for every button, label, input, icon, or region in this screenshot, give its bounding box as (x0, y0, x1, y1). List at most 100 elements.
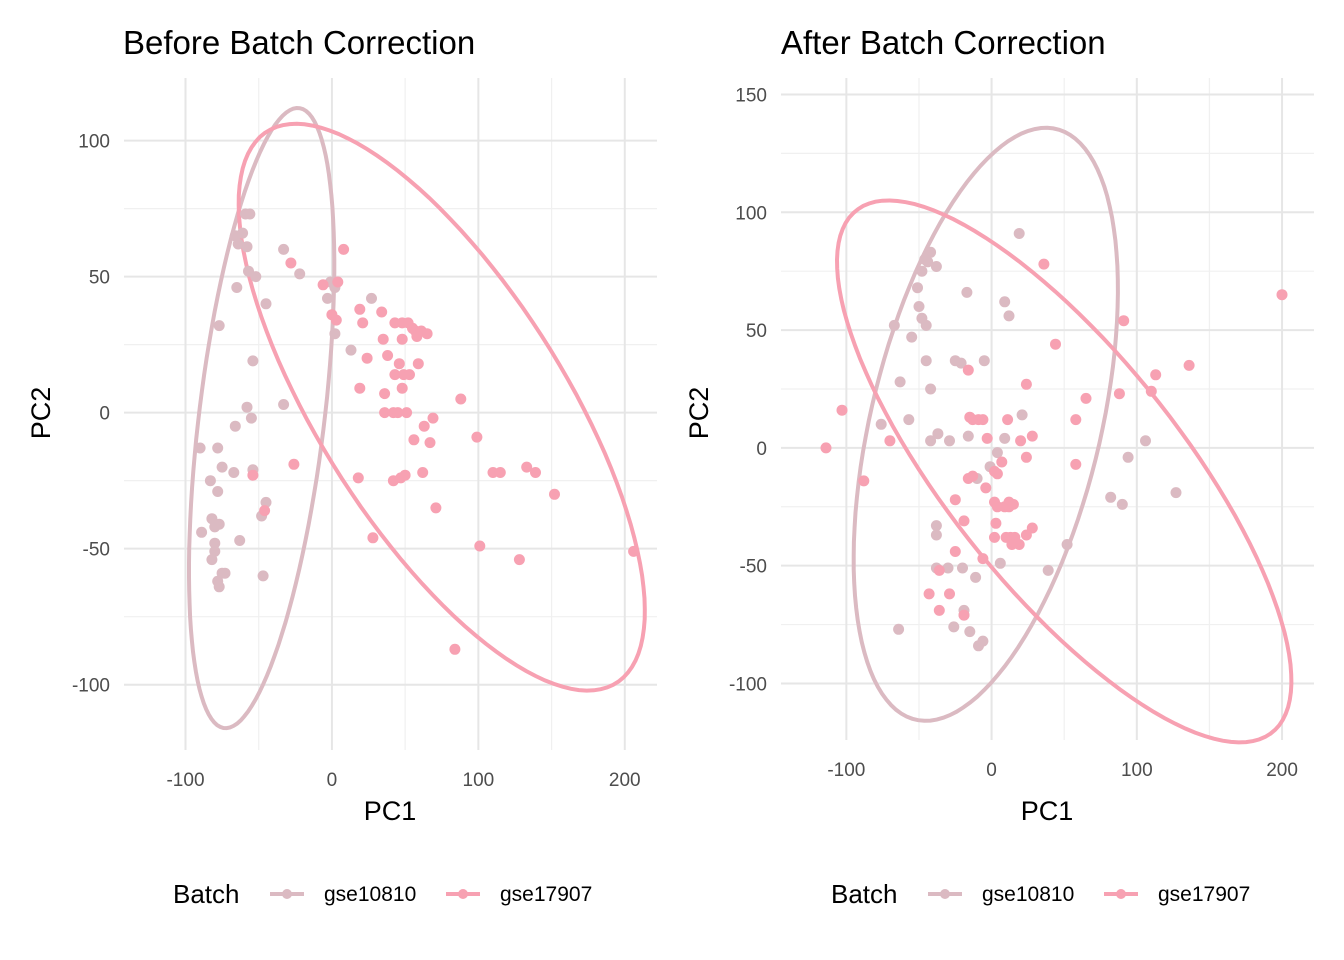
point-gse17907 (1015, 435, 1027, 447)
x-axis-label: PC1 (1021, 796, 1074, 826)
point-gse17907 (1070, 414, 1082, 426)
y-tick-label: -50 (83, 540, 110, 561)
point-gse17907 (521, 461, 533, 473)
point-gse10810 (920, 319, 932, 331)
point-gse17907 (884, 435, 896, 447)
point-gse10810 (930, 529, 942, 541)
y-tick-label: 100 (78, 132, 110, 153)
point-gse10810 (999, 296, 1011, 308)
point-gse10810 (278, 399, 290, 410)
legend: Batch gse10810 gse17907 (831, 879, 1250, 909)
point-gse10810 (925, 383, 937, 395)
point-gse17907 (1020, 378, 1032, 390)
point-gse10810 (961, 286, 973, 298)
point-gse10810 (925, 435, 937, 447)
point-gse10810 (247, 355, 259, 367)
point-gse10810 (994, 557, 1006, 569)
x-tick-label: -100 (166, 770, 204, 791)
point-gse17907 (404, 369, 415, 381)
point-gse10810 (213, 518, 225, 530)
point-gse17907 (408, 434, 420, 446)
x-tick-labels: -100 0 100 200 (827, 760, 1298, 781)
point-gse10810 (228, 467, 240, 478)
point-gse17907 (399, 469, 411, 481)
point-gse10810 (345, 344, 357, 356)
point-gse17907 (352, 472, 364, 484)
y-tick-label: -100 (72, 676, 110, 697)
point-gse17907 (288, 458, 300, 470)
point-gse10810 (913, 301, 925, 312)
y-tick-label: 0 (99, 404, 110, 425)
point-gse17907 (401, 407, 413, 419)
point-gse10810 (932, 428, 944, 440)
point-gse17907 (1026, 522, 1038, 534)
y-tick-label: -100 (729, 674, 767, 695)
y-tick-labels: -100 -50 0 50 100 (72, 132, 110, 697)
point-gse17907 (962, 473, 974, 484)
point-gse10810 (942, 562, 954, 574)
point-gse10810 (212, 486, 224, 497)
point-gse10810 (244, 208, 256, 220)
point-gse17907 (367, 532, 379, 544)
point-gse10810 (245, 412, 257, 424)
point-gse17907 (964, 411, 976, 423)
legend-label-gse17907: gse17907 (1158, 883, 1250, 906)
point-gse10810 (206, 554, 218, 566)
point-gse17907 (455, 393, 467, 405)
point-gse10810 (973, 640, 984, 652)
x-tick-label: 100 (463, 770, 495, 791)
point-gse17907 (474, 540, 486, 552)
point-gse17907 (949, 494, 961, 506)
point-gse17907 (1113, 388, 1125, 400)
point-gse17907 (317, 279, 329, 291)
x-tick-labels: -100 0 100 200 (166, 770, 640, 791)
point-gse10810 (204, 475, 216, 487)
point-gse17907 (530, 467, 541, 478)
x-tick-label: 0 (986, 760, 997, 781)
point-gse10810 (216, 461, 228, 473)
confidence-ellipses (187, 105, 647, 731)
y-tick-labels: -100 -50 0 50 100 150 (729, 85, 767, 695)
point-gse10810 (213, 581, 225, 593)
after-correction-panel: After Batch Correction -100 0 100 200 -100-… (684, 24, 1314, 909)
y-tick-label: 150 (735, 85, 767, 106)
point-gse10810 (1105, 491, 1117, 503)
point-gse10810 (916, 265, 928, 277)
point-gse10810 (964, 626, 976, 638)
point-gse17907 (1026, 430, 1038, 442)
point-gse10810 (957, 562, 968, 574)
point-gse17907 (962, 364, 974, 376)
point-gse17907 (330, 314, 342, 326)
legend: Batch gse10810 gse17907 (173, 879, 592, 909)
y-tick-label: 50 (746, 321, 767, 342)
point-gse17907 (1020, 451, 1032, 463)
point-gse10810 (241, 241, 253, 253)
point-gse10810 (962, 430, 974, 442)
point-gse17907 (958, 515, 970, 527)
point-gse10810 (875, 418, 887, 430)
ellipse-gse10810 (187, 105, 337, 731)
confidence-ellipses (834, 125, 1294, 745)
point-gse10810 (212, 442, 224, 454)
point-gse17907 (421, 328, 433, 340)
point-gse10810 (209, 537, 221, 549)
point-gse17907 (393, 358, 405, 370)
point-gse17907 (338, 243, 350, 255)
point-gse17907 (396, 333, 408, 345)
point-gse17907 (1013, 539, 1025, 550)
point-gse10810 (920, 355, 932, 367)
point-gse10810 (213, 320, 225, 332)
point-gse17907 (357, 317, 369, 329)
point-gse17907 (1038, 258, 1050, 270)
legend-title: Batch (173, 879, 240, 909)
point-gse17907 (354, 303, 366, 315)
point-gse10810 (1061, 539, 1073, 550)
point-gse17907 (285, 257, 297, 269)
point-gse10810 (231, 282, 243, 293)
point-gse10810 (257, 570, 269, 582)
x-tick-label: 200 (609, 770, 641, 791)
point-gse17907 (977, 553, 989, 565)
point-gse10810 (894, 376, 906, 388)
point-gse10810 (250, 271, 262, 283)
